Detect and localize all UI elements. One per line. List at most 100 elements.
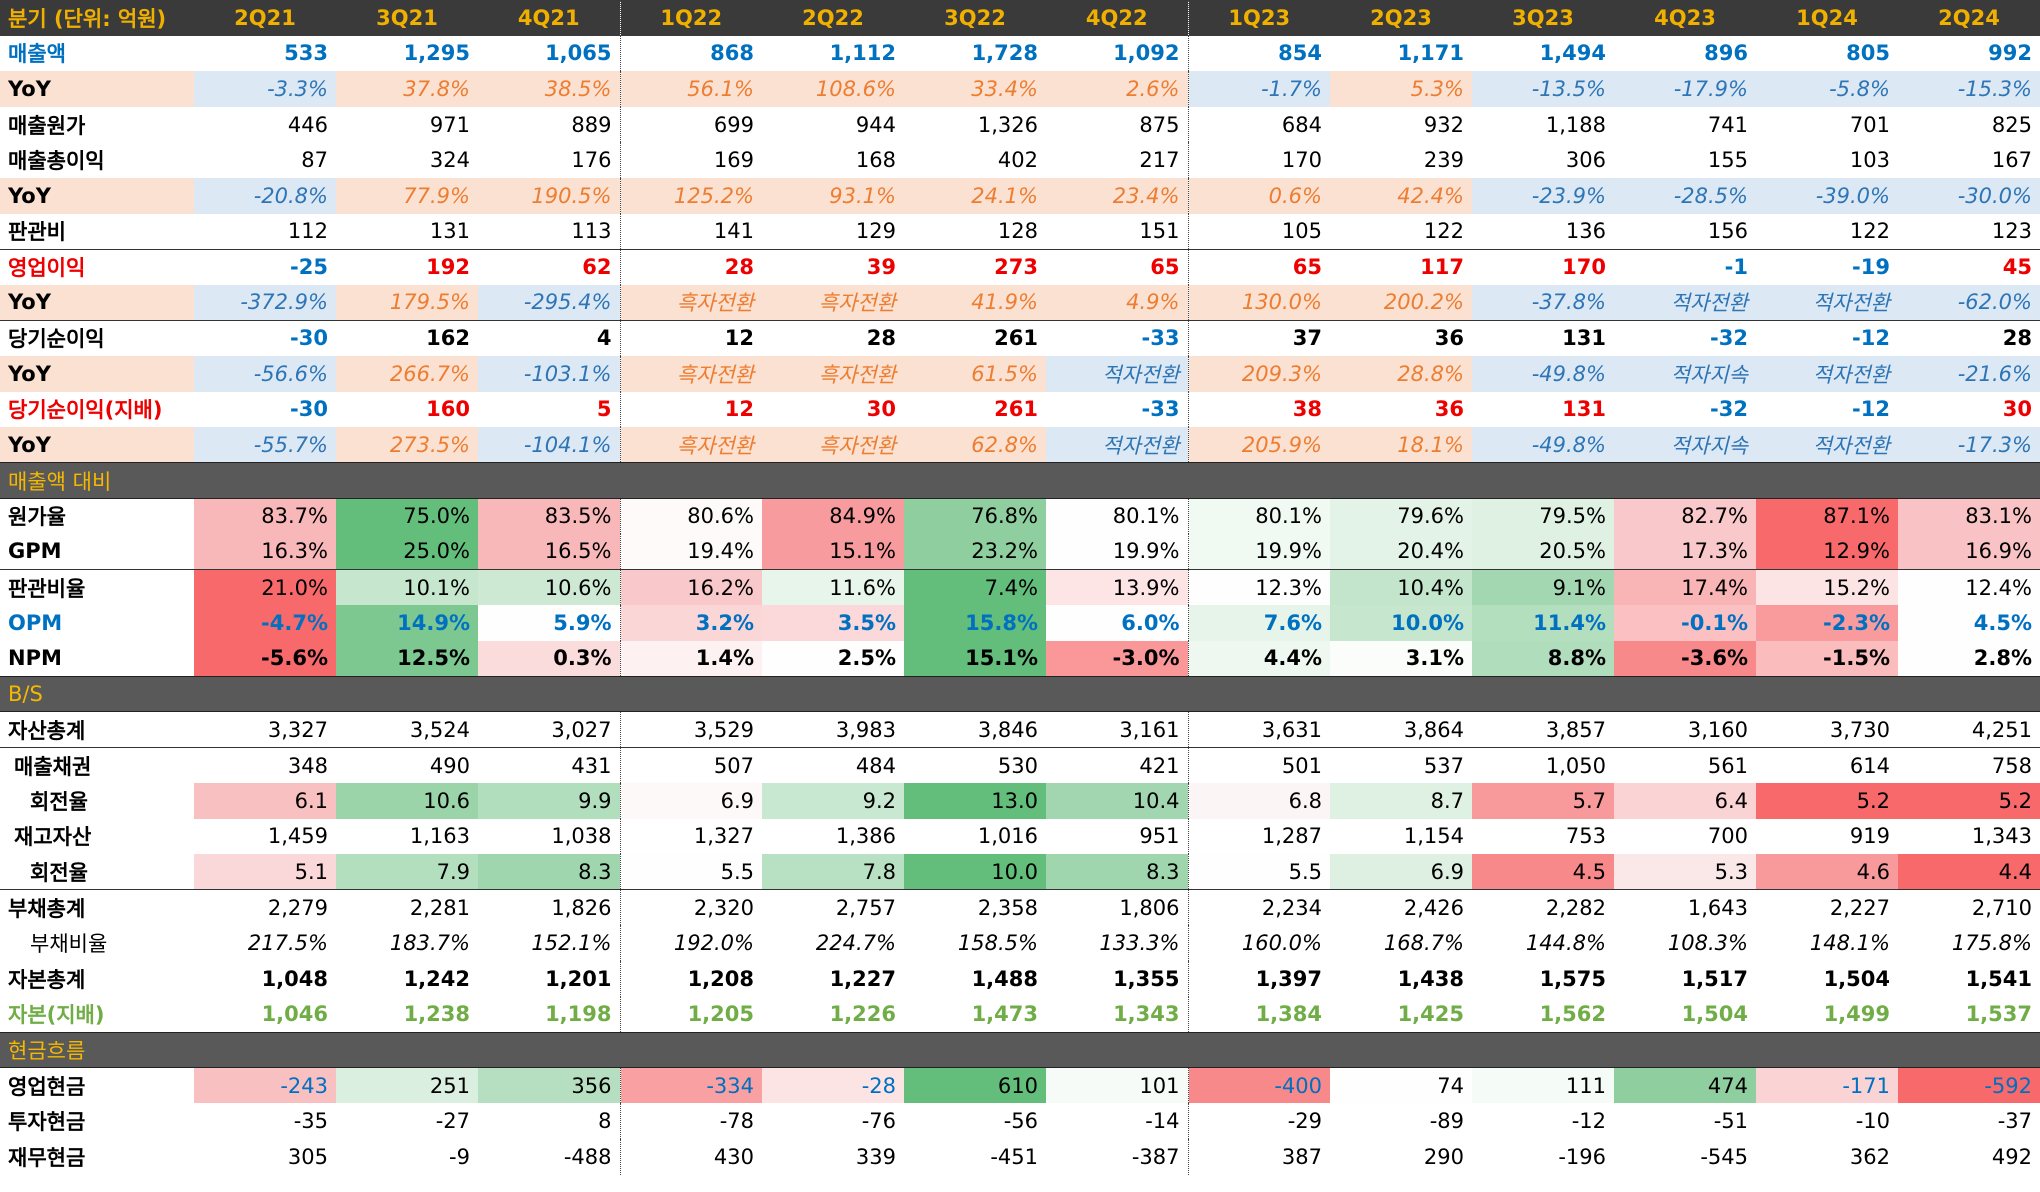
value-cell: 183.7% <box>389 931 470 956</box>
value-cell: 2,227 <box>1756 889 1898 926</box>
value-cell: -545 <box>1700 1144 1748 1169</box>
value-cell: 484 <box>762 746 904 784</box>
value-cell: 적자지속 <box>1614 355 1756 392</box>
value-cell: 15.1% <box>762 533 904 570</box>
value-cell: 2.8% <box>1898 640 2040 677</box>
header-quarter: 2Q22 <box>762 0 904 36</box>
value-cell: 10.1% <box>336 569 478 606</box>
value-cell: 12.3% <box>1187 569 1330 606</box>
value-cell: 402 <box>997 148 1038 173</box>
value-cell: 1.4% <box>619 640 762 677</box>
value-cell: 1,016 <box>977 824 1038 849</box>
value-cell: 131 <box>1472 319 1614 356</box>
table-row: 재무현금 305 -9 -488 430 339 -451 -387 387 290 -196 -54… <box>0 1139 2040 1175</box>
value-cell: 9.1% <box>1472 569 1614 606</box>
row-label: 당기순이익(지배) <box>8 398 163 423</box>
value-cell: 103 <box>1849 148 1890 173</box>
value-cell: 290 <box>1423 1144 1464 1169</box>
value-cell: 9.2 <box>762 783 904 819</box>
value-cell: 1,575 <box>1539 966 1606 991</box>
value-cell: 1,473 <box>971 1002 1038 1027</box>
table-row: 재고자산 1,459 1,163 1,038 1,327 1,386 1,016 951 1,2… <box>0 818 2040 855</box>
value-cell: 15.8% <box>904 605 1046 641</box>
value-cell: 2.6% <box>1046 71 1188 107</box>
value-cell: 2,757 <box>762 889 904 926</box>
table-row: 투자현금 -35 -27 8 -78 -76 -56 -14 -29 -89 -12 -51 -10 -3… <box>0 1103 2040 1139</box>
value-cell: 12 <box>619 391 762 428</box>
value-cell: 적자전환 <box>1756 427 1898 463</box>
row-label: 영업현금 <box>8 1074 86 1099</box>
value-cell: -37 <box>1997 1109 2032 1134</box>
value-cell: 362 <box>1849 1144 1890 1169</box>
value-cell: -372.9% <box>194 284 336 321</box>
table-row: YoY -372.9% 179.5% -295.4% 흑자전환 흑자전환 41.9% 4.9%… <box>0 284 2040 321</box>
value-cell: 20.4% <box>1330 533 1472 570</box>
value-cell: 123 <box>1991 219 2032 244</box>
value-cell: 4.4 <box>1898 854 2040 890</box>
value-cell: -37.8% <box>1472 284 1614 321</box>
value-cell: -103.1% <box>478 355 620 392</box>
value-cell: 108.3% <box>1667 931 1748 956</box>
value-cell: -12 <box>1852 397 1890 422</box>
value-cell: -295.4% <box>478 284 620 321</box>
value-cell: 169 <box>619 142 762 178</box>
value-cell: 적자전환 <box>1756 355 1898 392</box>
value-cell: -3.3% <box>194 71 336 107</box>
value-cell: 2,279 <box>194 889 336 926</box>
value-cell: 192.0% <box>619 925 762 962</box>
value-cell: 1,065 <box>545 41 612 66</box>
value-cell: 7.6% <box>1187 605 1330 641</box>
value-cell: 42.4% <box>1330 177 1472 214</box>
value-cell: 12.9% <box>1756 533 1898 570</box>
header-quarter: 2Q24 <box>1898 0 2040 36</box>
value-cell: 6.1 <box>194 783 336 819</box>
value-cell: 474 <box>1614 1067 1756 1104</box>
value-cell: 854 <box>1187 35 1330 72</box>
value-cell: -89 <box>1429 1109 1464 1134</box>
value-cell: -1.7% <box>1187 71 1330 107</box>
value-cell: 3,857 <box>1545 717 1606 742</box>
header-row: 분기 (단위: 억원) 2Q21 3Q21 4Q21 1Q22 2Q22 3Q22 4Q22 1… <box>0 0 2040 36</box>
value-cell: 87 <box>301 148 328 173</box>
value-cell: 2,320 <box>619 889 762 926</box>
row-label: YoY <box>0 71 194 107</box>
value-cell: 306 <box>1565 148 1606 173</box>
value-cell: 18.1% <box>1330 427 1472 463</box>
value-cell: 5.3% <box>1330 71 1472 107</box>
value-cell: 158.5% <box>957 931 1038 956</box>
value-cell: 1,171 <box>1397 41 1464 66</box>
value-cell: -56.6% <box>194 355 336 392</box>
section-header-row: 현금흐름 <box>0 1031 2040 1069</box>
value-cell: 3,160 <box>1687 717 1748 742</box>
value-cell: 266.7% <box>336 355 478 392</box>
section-title: 매출액 대비 <box>0 462 2040 499</box>
value-cell: 11.4% <box>1472 605 1614 641</box>
value-cell: -5.8% <box>1756 71 1898 107</box>
table-row: 자본총계 1,048 1,242 1,201 1,208 1,227 1,488 1,355 1… <box>0 961 2040 997</box>
value-cell: 875 <box>1139 112 1180 137</box>
value-cell: -171 <box>1756 1067 1898 1104</box>
table-row: NPM -5.6% 12.5% 0.3% 1.4% 2.5% 15.1% -3.0% 4.4% 3… <box>0 640 2040 677</box>
value-cell: 19.4% <box>619 533 762 570</box>
value-cell: 273 <box>904 248 1046 285</box>
value-cell: -10 <box>1855 1109 1890 1134</box>
row-label: 매출액 <box>8 42 66 67</box>
value-cell: -29 <box>1187 1103 1330 1139</box>
value-cell: 753 <box>1565 824 1606 849</box>
value-cell: -30 <box>194 319 336 356</box>
value-cell: 75.0% <box>336 498 478 534</box>
value-cell: 141 <box>619 213 762 250</box>
header-quarter: 3Q21 <box>336 0 478 36</box>
value-cell: 122 <box>1849 219 1890 244</box>
value-cell: 1,343 <box>1971 824 2032 849</box>
value-cell: 1,494 <box>1539 41 1606 66</box>
value-cell: 1,227 <box>829 966 896 991</box>
value-cell: 8.3 <box>478 854 620 890</box>
value-cell: 76.8% <box>904 498 1046 534</box>
value-cell: 4.9% <box>1046 284 1188 321</box>
table-row: 판관비 112 131 113 141 129 128 151 105 122 136 156 122 1… <box>0 213 2040 250</box>
value-cell: 273.5% <box>336 427 478 463</box>
value-cell: 1,238 <box>403 1002 470 1027</box>
value-cell: 741 <box>1707 112 1748 137</box>
value-cell: 446 <box>287 112 328 137</box>
